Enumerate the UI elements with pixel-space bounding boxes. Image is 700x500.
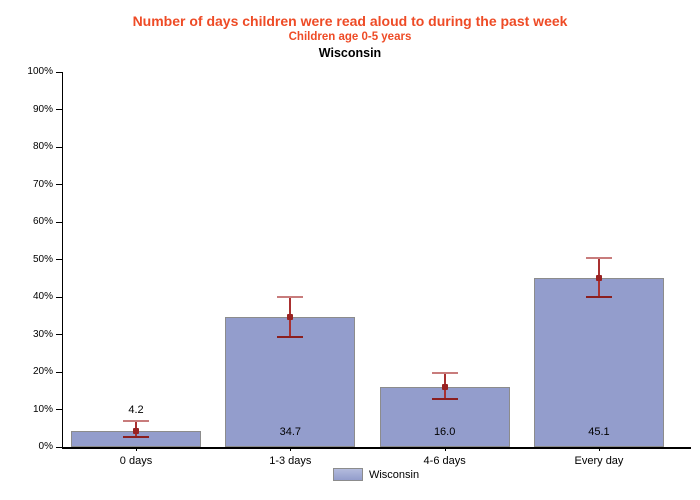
- y-axis-tick-label: 100%: [27, 66, 53, 77]
- chart-title: Number of days children were read aloud …: [132, 13, 568, 29]
- legend: Wisconsin: [62, 468, 690, 481]
- y-axis-tick-label: 90%: [32, 103, 53, 115]
- x-axis-tick: [136, 447, 137, 451]
- y-axis-tick-label: 50%: [32, 253, 53, 265]
- y-axis-tick: [56, 446, 62, 448]
- chart-subtitle: Children age 0-5 years: [288, 31, 412, 43]
- y-axis-tick-label: 80%: [32, 141, 53, 152]
- legend-swatch: [332, 468, 363, 481]
- bar-value-label: 4.2: [128, 403, 144, 416]
- y-axis-tick-label: 40%: [32, 291, 53, 302]
- bar-value-label: 16.0: [433, 426, 456, 438]
- error-bar-lower-cap: [585, 296, 612, 299]
- y-axis-tick: [56, 146, 62, 148]
- error-bar-mean-dot: [133, 428, 139, 435]
- error-bar-lower-cap: [123, 436, 149, 439]
- y-axis-tick: [56, 371, 62, 373]
- bar-value-label: 34.7: [279, 426, 302, 438]
- error-bar-mean-dot: [287, 313, 294, 320]
- y-axis-tick-label: 70%: [32, 178, 53, 190]
- y-axis-tick: [56, 334, 62, 335]
- error-bar-upper-cap: [123, 419, 149, 422]
- y-axis-tick-label: 60%: [32, 216, 53, 227]
- plot-area: 0% 10% 20% 30% 40% 50% 60% 70% 80% 90% 100% 4.2 0 da…: [27, 66, 691, 467]
- y-axis-tick: [56, 71, 62, 73]
- x-axis-category-label: 0 days: [119, 455, 153, 467]
- x-axis-category-label: 1-3 days: [269, 455, 312, 467]
- error-bar-lower-cap: [277, 335, 304, 338]
- y-axis-tick: [56, 221, 62, 223]
- error-bar-upper-cap: [585, 257, 612, 260]
- error-bar-upper-cap: [277, 296, 304, 298]
- y-axis-tick: [56, 109, 62, 110]
- x-axis-tick: [290, 447, 292, 451]
- y-axis-tick: [56, 296, 62, 298]
- bar-1-3-days: [225, 316, 356, 447]
- error-bar-mean-dot: [595, 274, 602, 281]
- y-axis-tick: [56, 409, 62, 410]
- error-bar-upper-cap: [431, 371, 458, 374]
- error-bar-mean-dot: [441, 384, 448, 390]
- y-axis-tick-label: 30%: [32, 328, 53, 340]
- chart-region-title: Wisconsin: [318, 46, 382, 60]
- y-axis-tick: [56, 184, 62, 185]
- y-axis-tick-label: 0%: [38, 441, 53, 452]
- x-axis-tick: [598, 447, 600, 451]
- bar-every-day: [533, 277, 664, 447]
- y-axis-tick: [56, 259, 62, 260]
- legend-label: Wisconsin: [368, 468, 420, 481]
- x-axis-tick: [444, 447, 446, 451]
- chart-header: Number of days children were read aloud …: [0, 12, 700, 61]
- y-axis-tick-label: 10%: [32, 403, 53, 415]
- error-bar-lower-cap: [431, 398, 458, 400]
- y-axis-tick-label: 20%: [32, 366, 53, 377]
- x-axis-category-label: Every day: [574, 455, 624, 467]
- x-axis-category-label: 4-6 days: [423, 455, 466, 467]
- bar-value-label: 45.1: [588, 426, 610, 438]
